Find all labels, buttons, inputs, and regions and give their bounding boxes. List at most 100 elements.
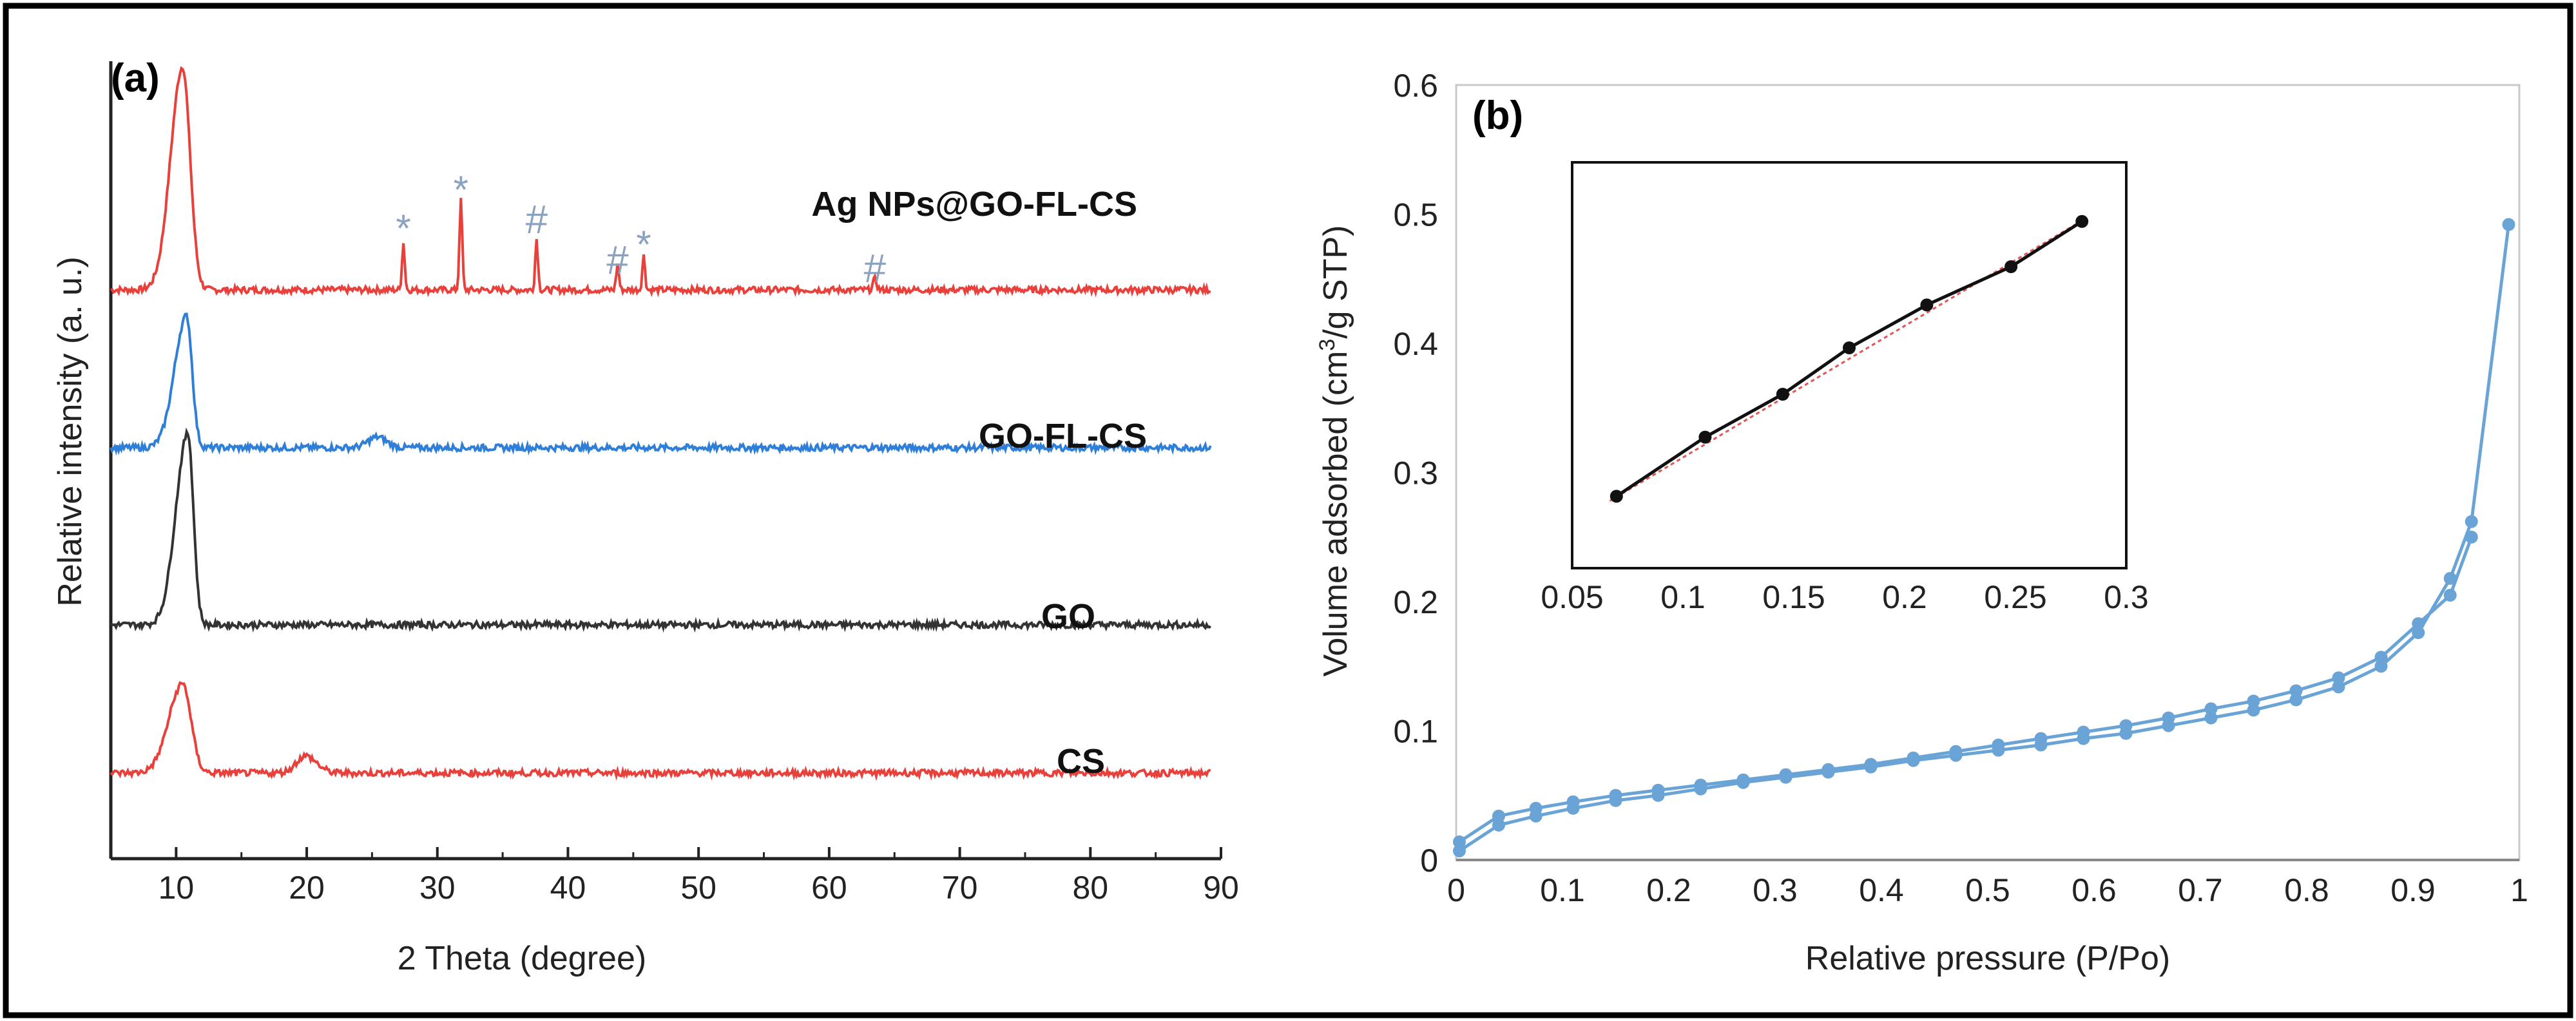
isotherm-point-adsorption (2332, 680, 2345, 694)
isotherm-point-desorption (2077, 725, 2090, 739)
series-trace-3 (110, 681, 1211, 781)
panel-a-x-tick-label: 40 (550, 870, 586, 906)
peak-marker: * (396, 207, 410, 250)
panel-a-x-tick-label: 70 (942, 870, 978, 906)
inset-point (2004, 260, 2018, 273)
panel-b-y-tick-label: 0.3 (1393, 455, 1438, 491)
panel-b-series (1452, 218, 2515, 857)
isotherm-point-desorption (1949, 745, 1963, 758)
inset-ticks: 0.05 0.1 0.15 0.2 0.25 0.3 (1541, 579, 2148, 615)
panel-a-peak-markers: **## *# (396, 168, 886, 291)
panel-a-x-tick-label: 30 (419, 870, 456, 906)
isotherm-point-desorption (1736, 773, 1750, 787)
isotherm-point-adsorption (1452, 844, 1466, 857)
panel-b-x-tick-label: 0.7 (2178, 872, 2223, 908)
panel-a-label: (a) (111, 56, 160, 100)
panel-b-x-tick-label: 0.8 (2284, 872, 2329, 908)
panel-b-label: (b) (1472, 93, 1523, 138)
series-label-3: CS (1057, 742, 1105, 781)
panel-b-y-tick-label: 0.5 (1393, 197, 1438, 233)
panel-b-x-tick-label: 0 (1447, 872, 1465, 908)
panel-b-inset: 0.05 0.1 0.15 0.2 0.25 0.3 (1541, 161, 2149, 615)
panel-a-x-tick-label: 60 (811, 870, 847, 906)
panel-a-series: Ag NPs@GO-FL-CS GO-FL-CS GO CS (110, 66, 1212, 781)
series-label-1: GO-FL-CS (979, 417, 1147, 455)
isotherm-point-desorption (1609, 788, 1622, 802)
peak-marker: # (864, 247, 887, 291)
series-trace-1 (110, 312, 1212, 456)
panel-a-x-tick-label: 10 (159, 870, 195, 906)
panel-b-y-label: Volume adsorbed (cm3/g STP) (1315, 225, 1354, 677)
isotherm-point-desorption (1864, 758, 1878, 771)
panel-b-x-tick-label: 0.2 (1646, 872, 1691, 908)
panel-b-x-tick-label: 0.5 (1965, 872, 2010, 908)
panel-b-x-label: Relative pressure (P/Po) (1805, 940, 2170, 977)
figure-frame (3, 3, 2573, 1018)
panel-a-ticks: 10 20 30 40 50 60 70 80 90 (110, 847, 1239, 906)
panel-b-isotherm: 0 0.1 0.2 0.3 0.4 0.5 0.6 0.7 0.8 0.9 100.10.20.30… (1315, 68, 2528, 977)
isotherm-point-desorption (2332, 671, 2345, 685)
panel-b-y-tick-label: 0.6 (1393, 68, 1438, 104)
isotherm-point-desorption (1694, 778, 1707, 792)
inset-point (1610, 490, 1623, 503)
panel-b-y-tick-label: 0.1 (1393, 714, 1438, 750)
isotherm-point-desorption (2119, 719, 2133, 732)
isotherm-point-desorption (2374, 651, 2388, 664)
isotherm-line-desorption (1458, 536, 2474, 843)
peak-marker: # (606, 238, 629, 283)
panel-a-xrd: (a) 10 20 30 40 50 60 70 80 90 Ag NPs@GO-FL-CS GO… (52, 56, 1239, 977)
isotherm-point-adsorption (2204, 711, 2218, 725)
inset-x-tick-label: 0.25 (1984, 579, 2046, 615)
panel-b-ticks: 0 0.1 0.2 0.3 0.4 0.5 0.6 0.7 0.8 0.9 100.10.20.30… (1393, 68, 2528, 908)
isotherm-point-adsorption (2412, 626, 2425, 640)
isotherm-point-adsorption (1492, 818, 1505, 832)
panel-b-y-tick-label: 0 (1420, 843, 1438, 879)
inset-series (1609, 215, 2089, 503)
panel-a-y-label: Relative intensity (a. u.) (52, 256, 89, 606)
panel-a-axes (109, 61, 1221, 861)
panel-b-y-label-pre: Volume adsorbed (cm (1317, 351, 1354, 677)
isotherm-point-desorption (1492, 809, 1505, 823)
isotherm-point-adsorption (2465, 515, 2478, 528)
series-label-2: GO (1041, 597, 1095, 636)
panel-b-y-label-sup: 3 (1315, 339, 1340, 351)
isotherm-point-desorption (1566, 795, 1580, 808)
peak-marker: * (454, 168, 468, 211)
inset-point (2075, 215, 2089, 228)
isotherm-point-adsorption (2374, 660, 2388, 673)
peak-marker: * (636, 223, 651, 266)
panel-b-x-tick-label: 0.4 (1859, 872, 1904, 908)
series-label-0: Ag NPs@GO-FL-CS (811, 185, 1137, 224)
isotherm-point-desorption (1529, 801, 1543, 815)
panel-a-x-tick-label: 50 (680, 870, 716, 906)
isotherm-point-desorption (2412, 617, 2425, 631)
isotherm-point-adsorption (2443, 571, 2457, 585)
panel-b-x-tick-label: 0.9 (2390, 872, 2436, 908)
inset-x-tick-label: 0.3 (2104, 579, 2149, 615)
inset-x-tick-label: 0.1 (1660, 579, 1706, 615)
isotherm-point-desorption (2247, 694, 2260, 708)
isotherm-point-desorption (2034, 732, 2048, 745)
inset-x-tick-label: 0.05 (1541, 579, 1603, 615)
isotherm-point-desorption (1651, 783, 1665, 797)
panel-b-x-tick-label: 0.6 (2071, 872, 2117, 908)
series-trace-0 (110, 66, 1211, 298)
isotherm-point-desorption (1821, 763, 1835, 776)
inset-x-tick-label: 0.2 (1882, 579, 1927, 615)
isotherm-point-desorption (1907, 751, 1920, 765)
isotherm-point-adsorption (2502, 218, 2515, 231)
inset-point (1843, 341, 1856, 354)
panel-a-x-tick-label: 80 (1072, 870, 1108, 906)
panel-a-x-label: 2 Theta (degree) (398, 940, 646, 977)
inset-frame (1571, 161, 2128, 569)
panel-a-x-tick-label: 20 (289, 870, 325, 906)
panel-b-x-tick-label: 1 (2510, 872, 2528, 908)
isotherm-point-desorption (1779, 768, 1793, 781)
isotherm-point-desorption (1452, 835, 1466, 848)
isotherm-point-desorption (2443, 588, 2457, 602)
peak-marker: # (526, 198, 548, 242)
isotherm-point-desorption (2465, 530, 2478, 544)
isotherm-point-desorption (2204, 702, 2218, 716)
inset-x-tick-label: 0.15 (1762, 579, 1825, 615)
isotherm-point-desorption (2289, 684, 2303, 698)
